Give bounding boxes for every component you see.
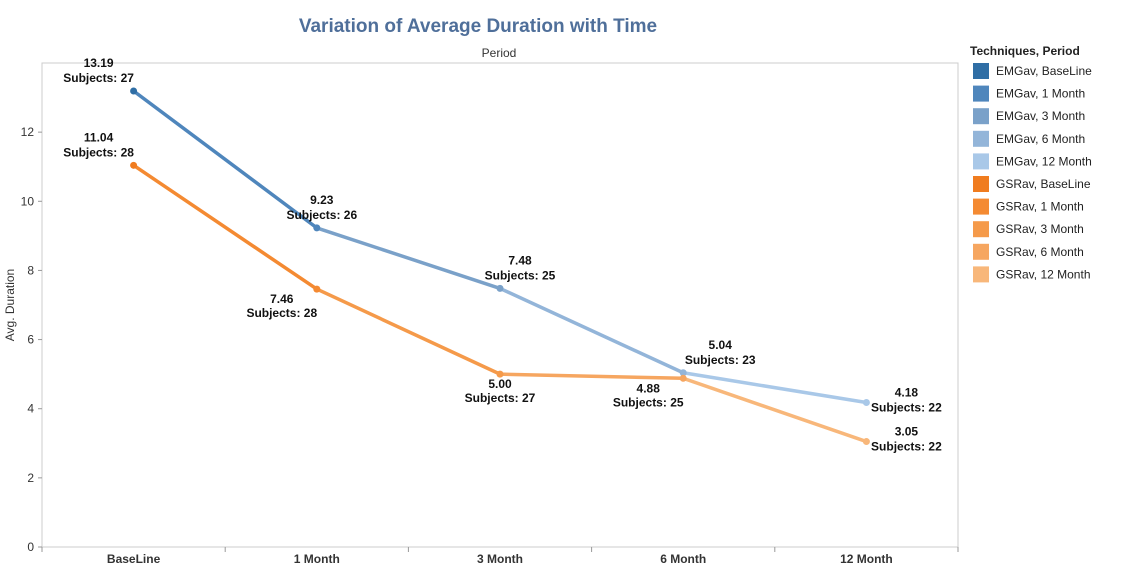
- data-point-emgav: [313, 224, 321, 232]
- chart-title: Variation of Average Duration with Time: [299, 16, 657, 37]
- legend-swatch: [973, 266, 989, 283]
- legend-swatch: [973, 176, 989, 192]
- data-label-subjects: Subjects: 28: [246, 306, 317, 320]
- legend-swatch: [973, 243, 989, 260]
- y-tick-label: 6: [27, 333, 34, 347]
- legend-entry: EMGav, 12 Month: [996, 154, 1092, 168]
- data-point-emgav: [496, 284, 504, 292]
- data-label-subjects: Subjects: 27: [63, 71, 134, 85]
- x-tick-label: 1 Month: [294, 552, 340, 566]
- y-tick-label: 2: [27, 471, 34, 485]
- y-tick-label: 4: [27, 402, 34, 416]
- legend-entry: GSRav, 6 Month: [996, 245, 1084, 259]
- legend-entry: EMGav, 6 Month: [996, 132, 1085, 146]
- data-label-subjects: Subjects: 23: [685, 353, 756, 367]
- legend-entry: EMGav, BaseLine: [996, 64, 1092, 78]
- data-label-subjects: Subjects: 27: [465, 391, 536, 405]
- y-tick-label: 10: [21, 194, 35, 208]
- series-segment-emgav: [315, 226, 502, 291]
- x-axis-title: Period: [482, 46, 517, 60]
- data-label-value: 3.05: [895, 425, 919, 439]
- data-label-value: 7.46: [270, 292, 294, 306]
- data-point-emgav: [679, 369, 687, 377]
- series-points: [130, 87, 870, 446]
- x-tick-label: 12 Month: [840, 552, 893, 566]
- x-axis: BaseLine 1 Month 3 Month 6 Month 12 Month: [41, 547, 959, 566]
- legend-swatch: [973, 221, 989, 238]
- x-tick-label: 3 Month: [477, 552, 523, 566]
- data-point-gsrav: [862, 438, 870, 446]
- legend-swatch: [973, 130, 989, 147]
- y-tick-label: 8: [27, 263, 34, 277]
- data-label-value: 7.48: [508, 253, 532, 267]
- data-point-gsrav: [130, 161, 138, 169]
- x-tick-label: BaseLine: [107, 552, 161, 566]
- y-axis: 0 2 4 6 8 10 12: [21, 125, 42, 554]
- legend-entry: GSRav, 12 Month: [996, 267, 1091, 281]
- data-label-subjects: Subjects: 22: [871, 400, 942, 414]
- series-segment-emgav: [681, 371, 869, 405]
- data-label-subjects: Subjects: 25: [485, 268, 556, 282]
- data-label-value: 11.04: [84, 130, 114, 144]
- legend-entry: EMGav, 1 Month: [996, 87, 1085, 101]
- data-label-value: 4.88: [637, 381, 661, 395]
- y-axis-title: Avg. Duration: [3, 269, 17, 342]
- legend-swatch: [973, 85, 989, 102]
- plot-frame: [41, 62, 959, 548]
- data-point-gsrav: [679, 374, 687, 382]
- legend-swatch: [973, 198, 989, 215]
- data-point-gsrav: [313, 285, 321, 293]
- legend-swatch: [973, 63, 989, 79]
- data-point-emgav: [130, 87, 138, 95]
- x-tick-label: 6 Month: [660, 552, 706, 566]
- data-label-subjects: Subjects: 28: [63, 145, 134, 159]
- series-segment-gsrav: [681, 376, 869, 444]
- series-lines: [131, 89, 869, 444]
- y-tick-label: 0: [27, 540, 34, 554]
- data-point-emgav: [862, 398, 870, 406]
- series-segment-gsrav: [315, 287, 502, 376]
- legend-entry: GSRav, 1 Month: [996, 200, 1084, 214]
- data-point-gsrav: [496, 370, 504, 378]
- data-label-subjects: Subjects: 26: [286, 208, 357, 222]
- y-tick-label: 12: [21, 125, 35, 139]
- legend-entry: GSRav, BaseLine: [996, 177, 1091, 191]
- data-label-value: 9.23: [310, 193, 334, 207]
- legend: Techniques, Period EMGav, BaseLine EMGav,…: [970, 44, 1092, 283]
- legend-swatch: [973, 108, 989, 125]
- data-label-subjects: Subjects: 22: [871, 440, 942, 454]
- legend-entry: GSRav, 3 Month: [996, 222, 1084, 236]
- data-label-value: 13.19: [84, 56, 114, 70]
- data-label-subjects: Subjects: 25: [613, 395, 684, 409]
- series-segment-emgav: [131, 89, 319, 230]
- data-label-value: 5.04: [709, 338, 733, 352]
- legend-swatch: [973, 153, 989, 170]
- legend-entry: EMGav, 3 Month: [996, 109, 1085, 123]
- data-label-value: 5.00: [488, 377, 512, 391]
- series-segment-gsrav: [131, 163, 319, 291]
- data-label-value: 4.18: [895, 385, 919, 399]
- series-segment-emgav: [498, 286, 685, 375]
- series-segment-gsrav: [498, 372, 685, 381]
- legend-title: Techniques, Period: [970, 44, 1080, 58]
